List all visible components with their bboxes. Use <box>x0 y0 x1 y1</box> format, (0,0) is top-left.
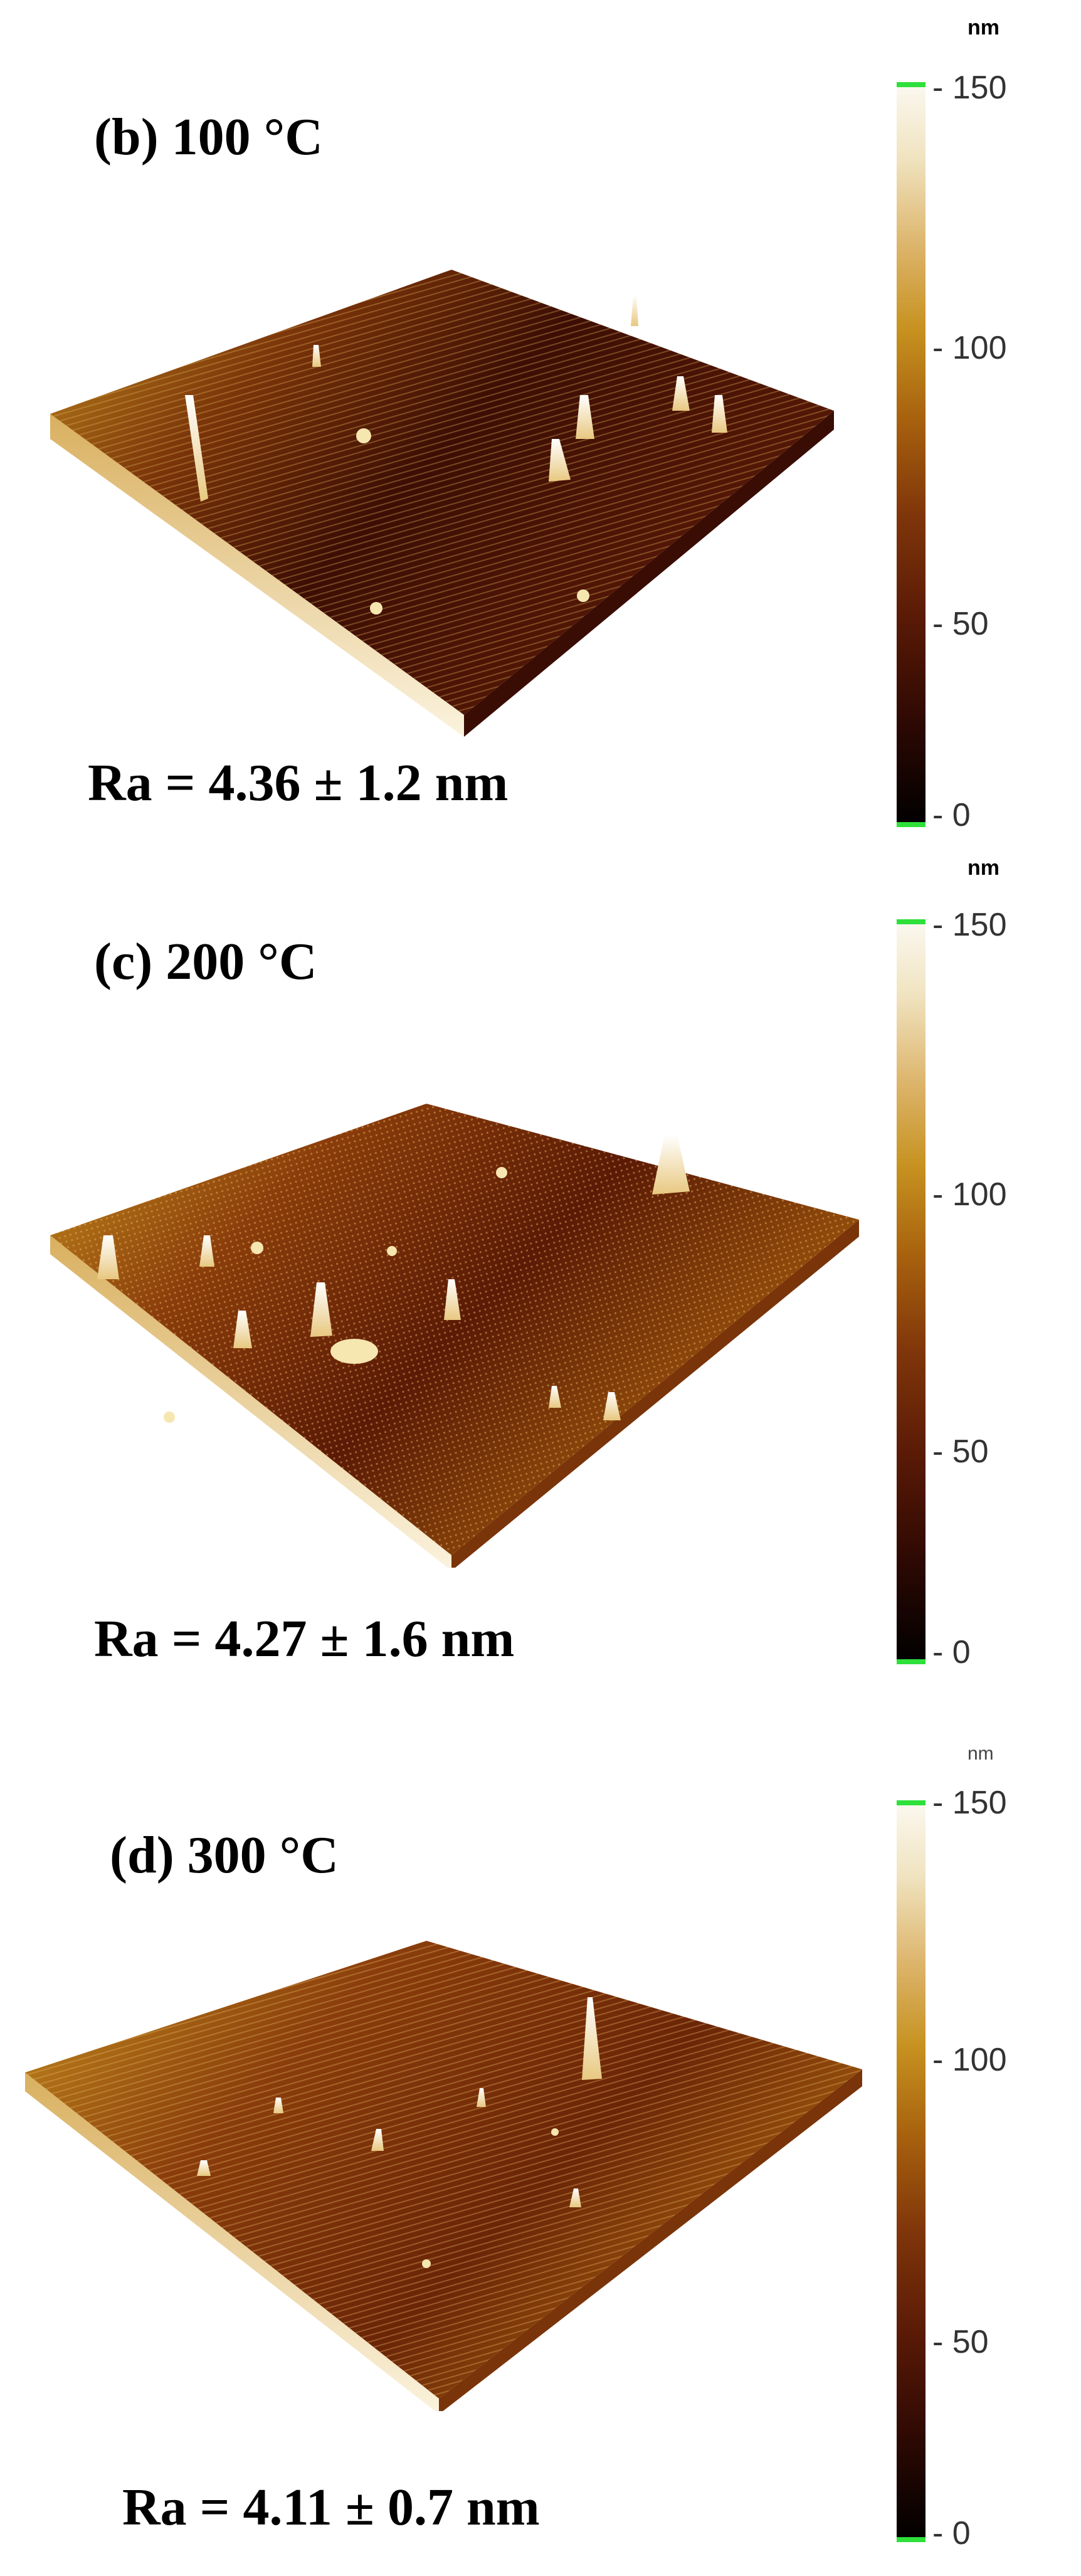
afm-surface-3d <box>25 1941 862 2411</box>
panel-label: (d) 300 °C <box>110 1826 339 1884</box>
colorbar <box>897 85 925 825</box>
colorbar-tick: - 100 <box>932 1176 1007 1213</box>
roughness-label: Ra = 4.36 ± 1.2 nm <box>88 754 509 812</box>
afm-surface-3d <box>50 1104 859 1568</box>
colorbar-tick: - 0 <box>932 2515 971 2552</box>
colorbar-top-marker <box>897 82 925 87</box>
panel-label: (c) 200 °C <box>94 932 317 991</box>
panel-b: (b) 100 °C <box>0 0 1081 853</box>
colorbar-unit: nm <box>968 16 999 40</box>
colorbar-top-marker <box>897 1800 925 1805</box>
afm-surface-3d <box>50 270 834 737</box>
colorbar-tick: - 50 <box>932 606 989 642</box>
colorbar-top-marker <box>897 919 925 924</box>
colorbar-tick: - 150 <box>932 1785 1007 1821</box>
panel-c: (c) 200 °C <box>0 853 1081 1721</box>
colorbar-tick: - 150 <box>932 70 1007 106</box>
colorbar-tick: - 100 <box>932 330 1007 366</box>
colorbar-unit: nm <box>968 856 999 880</box>
panel-d: nm (d) 300 °C <box>0 1721 1081 2576</box>
roughness-label: Ra = 4.11 ± 0.7 nm <box>122 2478 540 2536</box>
colorbar-tick: - 0 <box>932 1634 971 1671</box>
colorbar <box>897 922 925 1662</box>
colorbar-tick: - 50 <box>932 1433 989 1470</box>
colorbar-tick: - 50 <box>932 2324 989 2360</box>
roughness-label: Ra = 4.27 ± 1.6 nm <box>94 1610 515 1668</box>
colorbar-bottom-marker <box>897 822 925 827</box>
colorbar-bottom-marker <box>897 1659 925 1664</box>
colorbar-bottom-marker <box>897 2537 925 2542</box>
colorbar <box>897 1803 925 2540</box>
colorbar-tick: - 0 <box>932 797 971 833</box>
colorbar-tick: - 150 <box>932 907 1007 943</box>
colorbar-unit: nm <box>968 1743 994 1764</box>
colorbar-tick: - 100 <box>932 2042 1007 2078</box>
panel-label: (b) 100 °C <box>94 108 323 166</box>
